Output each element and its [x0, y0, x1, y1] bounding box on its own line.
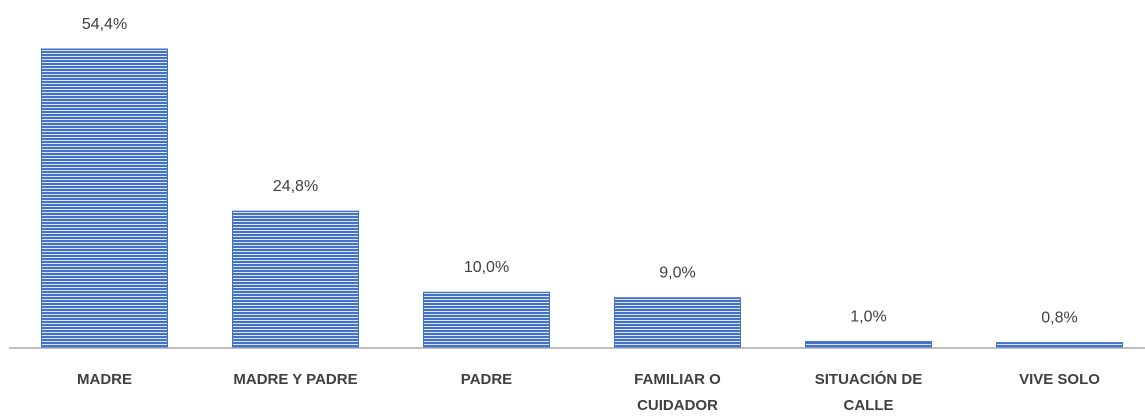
- data-label: 0,8%: [1041, 310, 1077, 327]
- bar: [41, 48, 168, 348]
- data-label: 10,0%: [464, 259, 509, 276]
- bar: [423, 291, 550, 348]
- x-tick-label: MADRE Y PADRE: [233, 371, 358, 388]
- x-tick-label: VIVE SOLO: [1019, 371, 1100, 388]
- x-tick-label: FAMILIAR O CUIDADOR: [634, 371, 721, 414]
- bar: [996, 342, 1123, 348]
- data-label: 54,4%: [82, 16, 127, 33]
- x-tick-label: MADRE: [77, 371, 132, 388]
- x-tick-label: SITUACIÓN DE CALLE: [814, 371, 923, 414]
- x-tick-label: PADRE: [460, 371, 513, 388]
- data-label: 24,8%: [273, 178, 318, 195]
- bar: [614, 297, 741, 348]
- data-label: 9,0%: [659, 265, 695, 282]
- bar: [805, 341, 932, 348]
- bar: [232, 210, 359, 348]
- data-label: 1,0%: [850, 309, 886, 326]
